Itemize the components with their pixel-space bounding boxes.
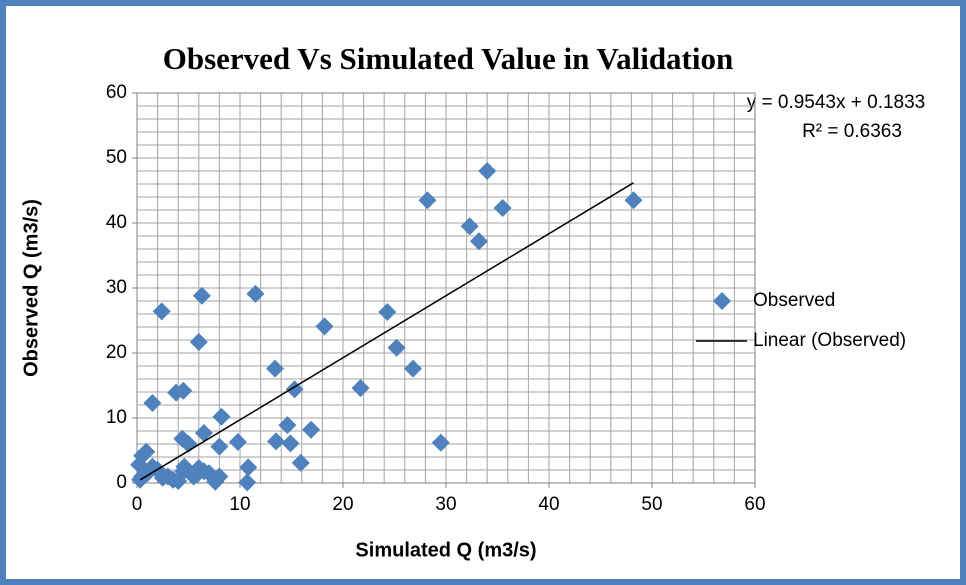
point bbox=[418, 191, 437, 210]
trendline-equation: y = 0.9543x + 0.1833 bbox=[747, 92, 926, 113]
y-tick-label: 10 bbox=[106, 407, 127, 428]
point bbox=[624, 191, 643, 210]
point bbox=[210, 437, 229, 456]
x-tick-label: 60 bbox=[744, 494, 765, 515]
point bbox=[267, 432, 286, 451]
point bbox=[478, 162, 497, 180]
y-tick-label: 20 bbox=[106, 342, 127, 363]
x-tick-label: 40 bbox=[538, 494, 559, 515]
x-tick-label: 50 bbox=[641, 494, 662, 515]
point bbox=[266, 359, 285, 378]
point bbox=[460, 217, 479, 236]
y-tick-label: 60 bbox=[106, 82, 127, 103]
point bbox=[130, 455, 149, 474]
point bbox=[351, 379, 370, 398]
point bbox=[189, 332, 208, 351]
point bbox=[387, 338, 406, 357]
point bbox=[194, 423, 213, 442]
point bbox=[187, 465, 206, 484]
point bbox=[469, 232, 488, 251]
legend-label: Observed bbox=[753, 290, 835, 311]
point bbox=[167, 383, 186, 402]
point bbox=[246, 284, 265, 303]
plot-frame bbox=[136, 92, 756, 484]
point bbox=[431, 433, 450, 452]
point bbox=[143, 394, 162, 413]
y-tick-label: 40 bbox=[106, 212, 127, 233]
point bbox=[152, 302, 171, 321]
point bbox=[291, 453, 310, 472]
point bbox=[378, 303, 397, 322]
point bbox=[315, 317, 334, 336]
point bbox=[228, 433, 247, 452]
point bbox=[278, 416, 297, 435]
y-tick-label: 30 bbox=[106, 277, 127, 298]
point bbox=[143, 457, 162, 476]
x-tick-label: 30 bbox=[435, 494, 456, 515]
point bbox=[212, 407, 231, 426]
x-axis-label: Simulated Q (m3/s) bbox=[355, 539, 536, 561]
point bbox=[192, 286, 211, 305]
point bbox=[302, 420, 321, 439]
trendline-r2: R² = 0.6363 bbox=[802, 121, 902, 142]
y-axis-label: Observed Q (m3/s) bbox=[20, 199, 42, 377]
chart-title: Observed Vs Simulated Value in Validatio… bbox=[163, 41, 734, 76]
x-tick-label: 20 bbox=[332, 494, 353, 515]
point bbox=[238, 473, 257, 492]
point bbox=[210, 467, 229, 486]
point bbox=[239, 458, 258, 477]
point bbox=[281, 434, 300, 453]
y-tick-label: 50 bbox=[106, 147, 127, 168]
legend-marker bbox=[713, 292, 731, 310]
trendline bbox=[139, 182, 634, 481]
point bbox=[493, 199, 512, 218]
x-tick-label: 10 bbox=[229, 494, 250, 515]
y-tick-label: 0 bbox=[116, 472, 127, 493]
point bbox=[164, 470, 183, 489]
legend-label: Linear (Observed) bbox=[753, 330, 906, 351]
point bbox=[174, 462, 193, 481]
x-tick-label: 0 bbox=[132, 494, 143, 515]
point bbox=[404, 359, 423, 378]
